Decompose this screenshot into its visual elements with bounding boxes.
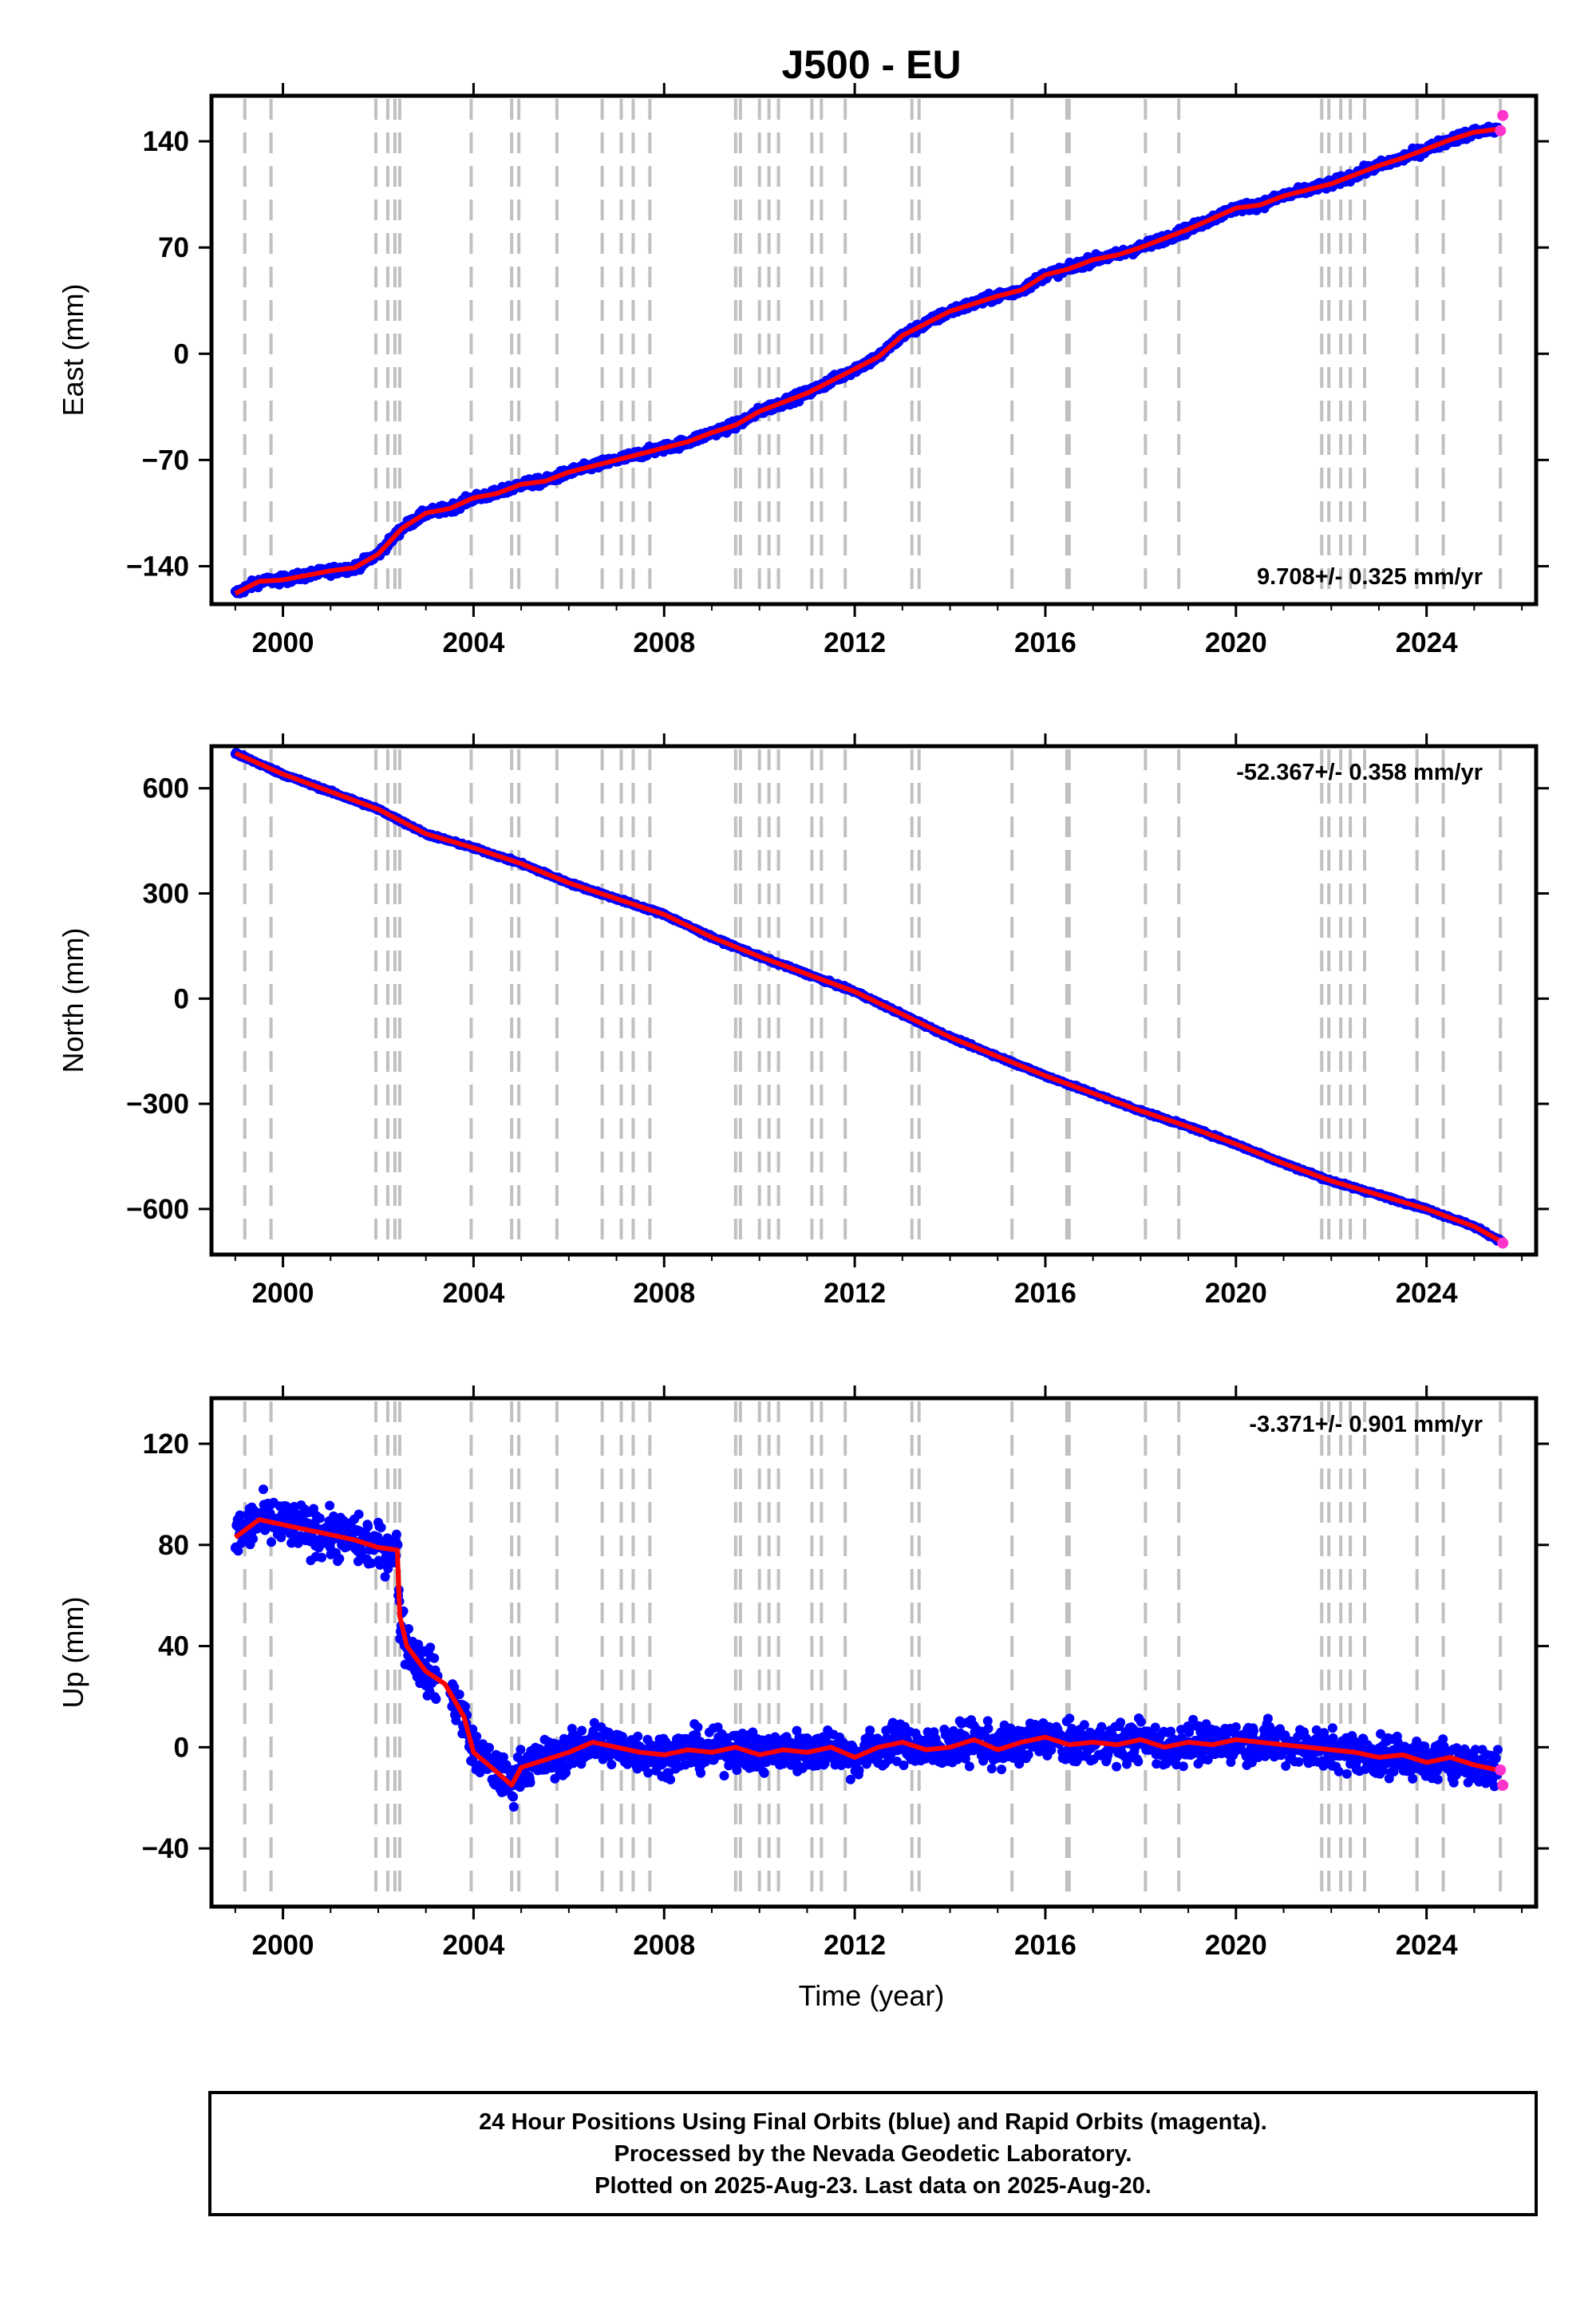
- x-tick-label: 2008: [633, 627, 695, 658]
- x-tick-label: 2016: [1014, 1278, 1077, 1309]
- y-tick-label: 140: [143, 126, 189, 157]
- x-tick-label: 2016: [1014, 627, 1077, 658]
- final-orbit-point: [248, 1534, 259, 1544]
- x-tick-label: 2012: [824, 1278, 886, 1309]
- x-tick-label: 2004: [442, 1278, 504, 1309]
- east-panel: −140 −70 0 70 140 2000 2004 2008 2012 2016 2020 202…: [57, 83, 1549, 658]
- rate-label: -52.367+/- 0.358 mm/yr: [1236, 760, 1483, 785]
- final-orbit-point: [376, 1523, 386, 1532]
- x-tick-label: 2008: [633, 1278, 695, 1309]
- rapid-orbit-point: [1497, 1237, 1509, 1249]
- y-tick-label: 300: [143, 879, 189, 910]
- final-orbit-point: [363, 1521, 373, 1531]
- final-orbit-point: [317, 1552, 327, 1563]
- final-orbit-point: [380, 1571, 390, 1582]
- final-orbit-point: [314, 1513, 325, 1524]
- x-tick-label: 2020: [1205, 627, 1267, 658]
- final-orbit-points: [230, 121, 1503, 599]
- final-orbit-point: [325, 1500, 335, 1511]
- final-orbit-point: [391, 1529, 401, 1539]
- y-tick-label: −300: [126, 1089, 189, 1120]
- x-tick-label: 2024: [1396, 1278, 1458, 1309]
- chart-title: J500 - EU: [781, 42, 961, 87]
- final-orbit-point: [354, 1509, 364, 1520]
- y-tick-label: 0: [174, 338, 189, 370]
- rate-label: 9.708+/- 0.325 mm/yr: [1257, 564, 1483, 590]
- rapid-orbit-point: [1495, 124, 1507, 136]
- y-tick-label: −140: [126, 551, 189, 582]
- x-tick-label: 2000: [252, 1278, 314, 1309]
- rapid-orbit-point: [1497, 109, 1509, 121]
- y-axis-label: North (mm): [57, 928, 89, 1073]
- x-tick-label: 2012: [824, 627, 886, 658]
- x-tick-label: 2024: [1396, 627, 1458, 658]
- y-tick-label: 0: [174, 983, 189, 1014]
- y-tick-label: −70: [142, 445, 189, 476]
- plot-frame: [209, 93, 1539, 607]
- x-tick-label: 2000: [252, 627, 314, 658]
- final-orbit-point: [259, 1484, 268, 1495]
- y-tick-label: 70: [158, 232, 189, 263]
- final-orbit-point: [334, 1554, 345, 1563]
- y-axis-label: East (mm): [57, 284, 89, 417]
- fit-line: [234, 126, 1499, 596]
- final-orbit-points: [230, 1484, 1503, 1812]
- final-orbit-point: [267, 1537, 276, 1547]
- north-panel: −600 −300 0 300 600 2000 2004 2008 2012 2016 2020 2…: [57, 733, 1549, 1309]
- x-tick-label: 2004: [442, 627, 504, 658]
- y-tick-label: 600: [143, 773, 189, 804]
- x-tick-label: 2020: [1205, 1278, 1267, 1309]
- y-tick-label: −600: [126, 1194, 189, 1225]
